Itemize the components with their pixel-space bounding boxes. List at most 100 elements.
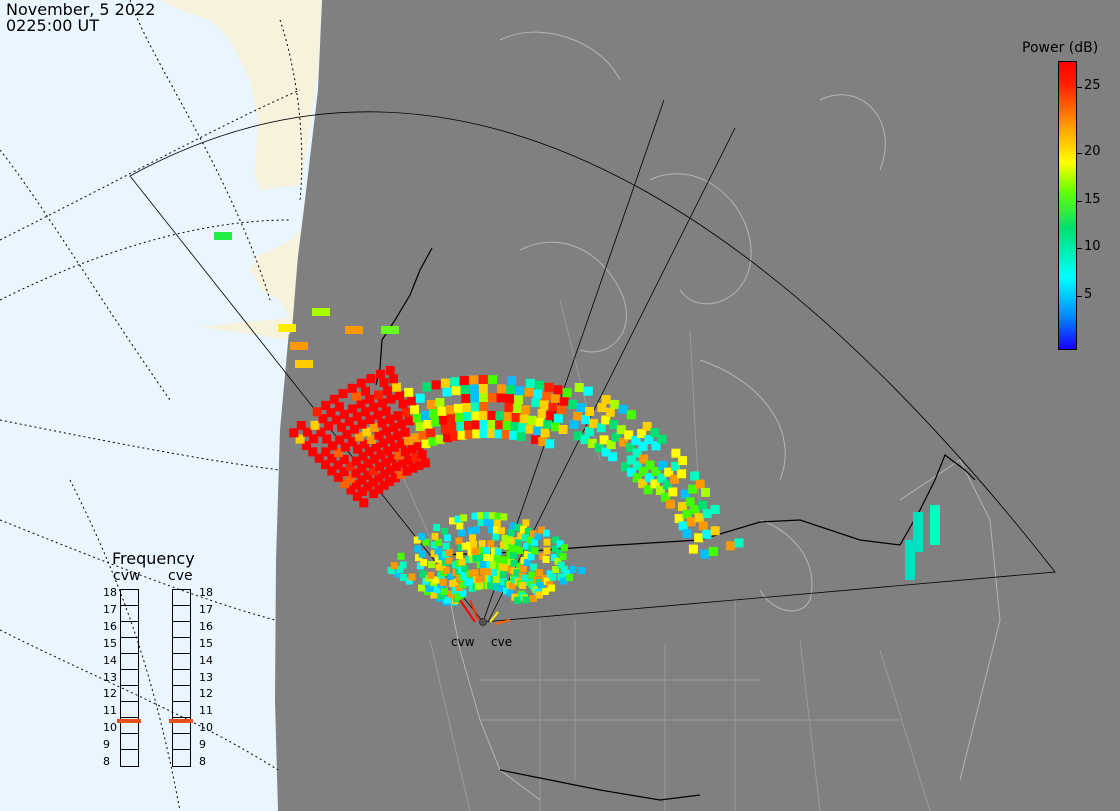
date-label: November, 5 2022 bbox=[6, 0, 156, 19]
echo-cell bbox=[432, 576, 440, 584]
echo-cell bbox=[487, 582, 495, 590]
echo-cell bbox=[441, 588, 448, 595]
echo-cell bbox=[632, 448, 642, 458]
echo-cell bbox=[639, 467, 649, 476]
echo-cell bbox=[358, 487, 367, 496]
echo-cell bbox=[576, 403, 586, 413]
ocean-area bbox=[0, 0, 322, 811]
echo-cell bbox=[487, 540, 495, 548]
echo-cell bbox=[533, 389, 543, 399]
echo-cell bbox=[678, 502, 687, 511]
echo-cell bbox=[529, 530, 537, 538]
echo-cell bbox=[361, 407, 370, 417]
frequency-number: 12 bbox=[199, 687, 213, 701]
echo-cell bbox=[517, 532, 525, 540]
echo-cell bbox=[488, 375, 498, 385]
echo-cell bbox=[479, 429, 489, 438]
frequency-number: 10 bbox=[103, 721, 117, 735]
echo-cell bbox=[333, 460, 343, 470]
colorbar-label-15: 15 bbox=[1084, 192, 1101, 207]
echo-cell bbox=[559, 553, 567, 561]
echo-cell bbox=[543, 419, 553, 429]
echo-cell bbox=[668, 487, 678, 497]
echo-cell bbox=[381, 458, 391, 467]
echo-cell bbox=[645, 460, 655, 470]
echo-cell bbox=[477, 519, 485, 527]
frequency-number: 16 bbox=[199, 619, 213, 633]
echo-cell bbox=[456, 421, 466, 431]
echo-cell bbox=[368, 477, 378, 487]
echo-cell bbox=[688, 544, 698, 554]
echo-cell bbox=[524, 387, 534, 397]
echo-cell bbox=[690, 471, 700, 481]
time-label: 0225:00 UT bbox=[6, 16, 100, 35]
colorbar-label-25: 25 bbox=[1084, 78, 1101, 93]
echo-cell bbox=[374, 484, 384, 494]
echo-cell bbox=[418, 550, 426, 558]
echo-cell bbox=[507, 529, 515, 537]
radar-echoes bbox=[214, 232, 940, 606]
echo-cell bbox=[469, 384, 479, 394]
echo-cell bbox=[480, 568, 488, 576]
echo-cell bbox=[289, 428, 299, 438]
echo-cell bbox=[433, 524, 441, 531]
echo-cell bbox=[379, 378, 389, 388]
echo-cell bbox=[471, 569, 479, 577]
echo-cell bbox=[374, 430, 384, 440]
echo-cell bbox=[528, 571, 536, 579]
echo-cell bbox=[523, 542, 531, 550]
echo-cell bbox=[437, 592, 445, 600]
echo-cell bbox=[441, 378, 450, 388]
echo-cell bbox=[702, 529, 712, 539]
echo-cell bbox=[462, 403, 472, 412]
echo-cell bbox=[637, 429, 647, 438]
echo-cell bbox=[321, 400, 331, 410]
echo-cell bbox=[498, 527, 505, 535]
echo-cell bbox=[471, 547, 479, 555]
echo-cell bbox=[362, 427, 372, 437]
echo-cell bbox=[426, 585, 433, 592]
echo-cell bbox=[394, 450, 404, 460]
echo-cell bbox=[363, 459, 373, 468]
echo-cell bbox=[371, 442, 381, 452]
echo-cell bbox=[545, 411, 555, 421]
echo-cell bbox=[506, 536, 513, 543]
echo-cell bbox=[488, 512, 496, 520]
echo-cell bbox=[682, 529, 692, 538]
echo-cell bbox=[543, 547, 551, 555]
echo-cell bbox=[678, 521, 688, 531]
echo-cell bbox=[519, 414, 529, 424]
echo-cell bbox=[548, 584, 555, 592]
echo-cell bbox=[657, 473, 667, 483]
echo-cell bbox=[442, 551, 449, 558]
echo-cell bbox=[442, 433, 452, 443]
echo-cell bbox=[663, 480, 672, 490]
echo-cell bbox=[359, 498, 369, 508]
echo-cell bbox=[507, 376, 517, 386]
echo-cell bbox=[457, 430, 467, 440]
echo-cell bbox=[487, 420, 497, 429]
echo-cell bbox=[677, 469, 687, 479]
echo-cell bbox=[418, 533, 426, 540]
echo-cell bbox=[682, 509, 692, 519]
frequency-number: 10 bbox=[199, 721, 213, 735]
echo-cell bbox=[569, 565, 577, 573]
echo-cell bbox=[638, 441, 648, 451]
echo-cell bbox=[471, 411, 481, 421]
echo-cell bbox=[397, 439, 406, 449]
echo-cell bbox=[310, 420, 320, 430]
echo-cell bbox=[494, 512, 502, 520]
echo-cell bbox=[523, 559, 531, 567]
echo-cell bbox=[369, 422, 379, 432]
echo-cell bbox=[671, 448, 681, 458]
echo-cell bbox=[390, 473, 400, 483]
echo-cell bbox=[529, 595, 537, 602]
alaska-peninsula bbox=[192, 230, 300, 340]
echo-cell bbox=[651, 467, 661, 476]
echo-cell bbox=[426, 400, 436, 409]
echo-cell bbox=[338, 389, 348, 399]
echo-cell bbox=[347, 437, 357, 447]
echo-cell bbox=[542, 529, 550, 537]
echo-cell bbox=[610, 399, 620, 409]
echo-cell bbox=[427, 571, 435, 579]
